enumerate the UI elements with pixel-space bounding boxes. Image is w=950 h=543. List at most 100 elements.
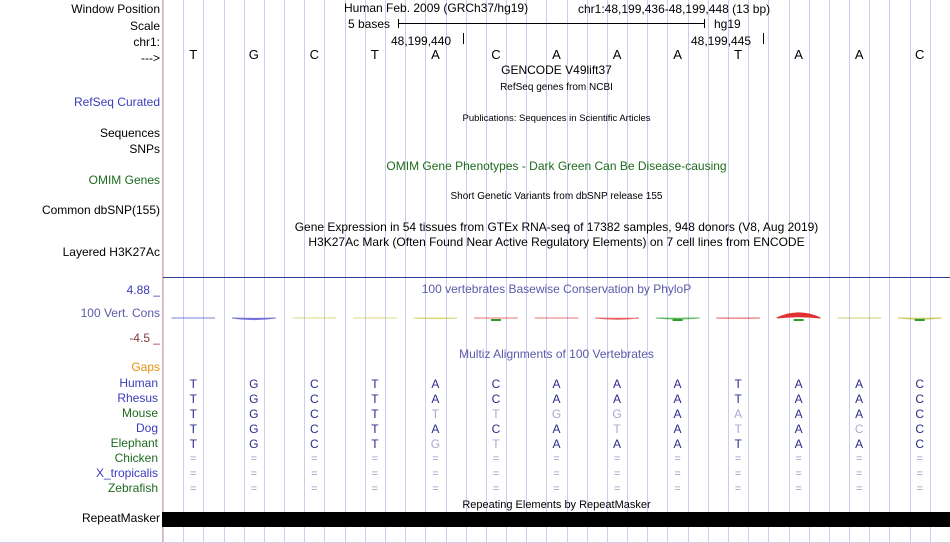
alignment-base: = xyxy=(432,453,439,465)
ruler-base: A xyxy=(794,47,803,62)
track-title-dbsnp[interactable]: Short Genetic Variants from dbSNP releas… xyxy=(450,191,663,202)
label-window-position[interactable]: Window Position xyxy=(71,2,160,16)
position-text[interactable]: chr1:48,199,436-48,199,448 (13 bp) xyxy=(578,2,771,16)
species-label-elephant[interactable]: Elephant xyxy=(110,436,158,450)
label-scale[interactable]: Scale xyxy=(129,19,160,33)
alignment-base: T xyxy=(492,437,500,451)
assembly-title: Human Feb. 2009 (GRCh37/hg19) xyxy=(344,1,529,15)
track-title-h3k27ac[interactable]: H3K27Ac Mark (Often Found Near Active Re… xyxy=(308,235,805,249)
label-omim-genes[interactable]: OMIM Genes xyxy=(88,173,160,187)
alignment-base: C xyxy=(491,392,501,406)
alignment-base: C xyxy=(310,422,319,436)
alignment-base: T xyxy=(189,422,197,436)
alignment-base: = xyxy=(674,483,681,495)
alignment-base: A xyxy=(613,437,622,451)
alignment-row: = = = = = = = = = = = = = xyxy=(163,482,950,496)
alignment-base: A xyxy=(552,422,561,436)
alignment-row: = = = = = = = = = = = = = xyxy=(163,467,950,481)
alignment-base: = xyxy=(855,453,863,465)
label-common-dbsnp[interactable]: Common dbSNP(155) xyxy=(41,203,160,217)
alignment-base: A xyxy=(673,437,682,451)
ruler-base: T xyxy=(189,47,198,62)
label-gaps[interactable]: Gaps xyxy=(131,360,160,374)
alignment-base: = xyxy=(855,483,863,495)
track-title-refseq-ncbi[interactable]: RefSeq genes from NCBI xyxy=(500,82,613,93)
species-label-dog[interactable]: Dog xyxy=(135,421,158,435)
track-title-gtex[interactable]: Gene Expression in 54 tissues from GTEx … xyxy=(294,220,819,234)
alignment-base: = xyxy=(492,468,500,480)
alignment-base: T xyxy=(613,422,621,436)
alignment-base: C xyxy=(915,437,925,451)
alignment-base: = xyxy=(311,468,318,480)
track-title-omim[interactable]: OMIM Gene Phenotypes - Dark Green Can Be… xyxy=(386,159,727,173)
species-label-mouse[interactable]: Mouse xyxy=(121,406,158,420)
track-title-gencode[interactable]: GENCODE V49lift37 xyxy=(501,63,612,77)
alignment-base: A xyxy=(431,392,440,406)
ruler-coord-right: 48,199,445 xyxy=(691,34,752,48)
label-sequences[interactable]: Sequences xyxy=(99,126,160,140)
alignment-base: = xyxy=(734,468,742,480)
track-title-phylop[interactable]: 100 vertebrates Basewise Conservation by… xyxy=(421,282,692,296)
ruler-base: A xyxy=(552,47,561,62)
alignment-base: A xyxy=(431,377,440,391)
alignment-base: = xyxy=(371,468,379,480)
ruler-base: A xyxy=(854,47,864,62)
species-label-x_tropicalis[interactable]: X_tropicalis xyxy=(95,466,158,480)
alignment-base: A xyxy=(552,392,561,406)
track-title-publications[interactable]: Publications: Sequences in Scientific Ar… xyxy=(462,113,651,124)
alignment-base: = xyxy=(371,453,379,465)
alignment-base: = xyxy=(795,468,802,480)
track-title-multiz[interactable]: Multiz Alignments of 100 Vertebrates xyxy=(459,347,654,361)
ruler-tick-left xyxy=(463,33,464,44)
alignment-base: A xyxy=(855,392,864,406)
species-label-zebrafish[interactable]: Zebrafish xyxy=(107,481,158,495)
alignment-base: = xyxy=(371,483,379,495)
repeatmasker-bar[interactable] xyxy=(162,512,950,527)
alignment-base: = xyxy=(734,483,742,495)
alignment-base: = xyxy=(311,453,318,465)
alignment-base: A xyxy=(855,437,864,451)
alignment-base: C xyxy=(915,392,925,406)
ruler-base: T xyxy=(734,47,743,62)
ruler-base: A xyxy=(673,47,682,62)
alignment-base: A xyxy=(673,392,682,406)
alignment-base: T xyxy=(189,377,197,391)
label-layered-h3k27ac[interactable]: Layered H3K27Ac xyxy=(62,245,160,259)
alignment-base: C xyxy=(310,377,319,391)
track-label-column: Window Position Scale chr1: ---> RefSeq … xyxy=(0,0,162,543)
alignment-base: T xyxy=(734,437,742,451)
alignment-base: A xyxy=(794,407,803,421)
label-snps[interactable]: SNPs xyxy=(129,142,160,156)
alignment-base: T xyxy=(371,437,379,451)
label-cons-max: 4.88 _ xyxy=(126,283,160,297)
alignment-base: = xyxy=(311,483,318,495)
label-repeatmasker[interactable]: RepeatMasker xyxy=(81,511,160,525)
alignment-base: = xyxy=(855,468,863,480)
alignment-base: G xyxy=(430,437,441,451)
species-label-rhesus[interactable]: Rhesus xyxy=(117,391,158,405)
label-cons-track[interactable]: 100 Vert. Cons xyxy=(80,306,160,320)
alignment-base: G xyxy=(249,377,259,391)
alignment-base: = xyxy=(553,453,560,465)
alignment-base: = xyxy=(795,453,802,465)
alignment-base: = xyxy=(553,468,560,480)
alignment-base: = xyxy=(250,468,258,480)
phylop-conservation-chart[interactable] xyxy=(163,277,950,339)
alignment-base: = xyxy=(613,468,621,480)
alignment-base: T xyxy=(371,407,379,421)
track-title-repeatmasker[interactable]: Repeating Elements by RepeatMasker xyxy=(462,499,651,511)
species-label-human[interactable]: Human xyxy=(119,376,158,390)
label-refseq-curated[interactable]: RefSeq Curated xyxy=(73,95,160,109)
alignment-base: = xyxy=(190,453,197,465)
species-label-chicken[interactable]: Chicken xyxy=(114,451,158,465)
alignment-base: = xyxy=(674,453,681,465)
ruler-base: A xyxy=(431,47,440,62)
alignment-base: A xyxy=(794,437,803,451)
ruler-tick-right xyxy=(763,33,764,44)
alignment-base: C xyxy=(310,407,319,421)
alignment-base: A xyxy=(613,377,622,391)
ruler-base: C xyxy=(309,47,320,62)
